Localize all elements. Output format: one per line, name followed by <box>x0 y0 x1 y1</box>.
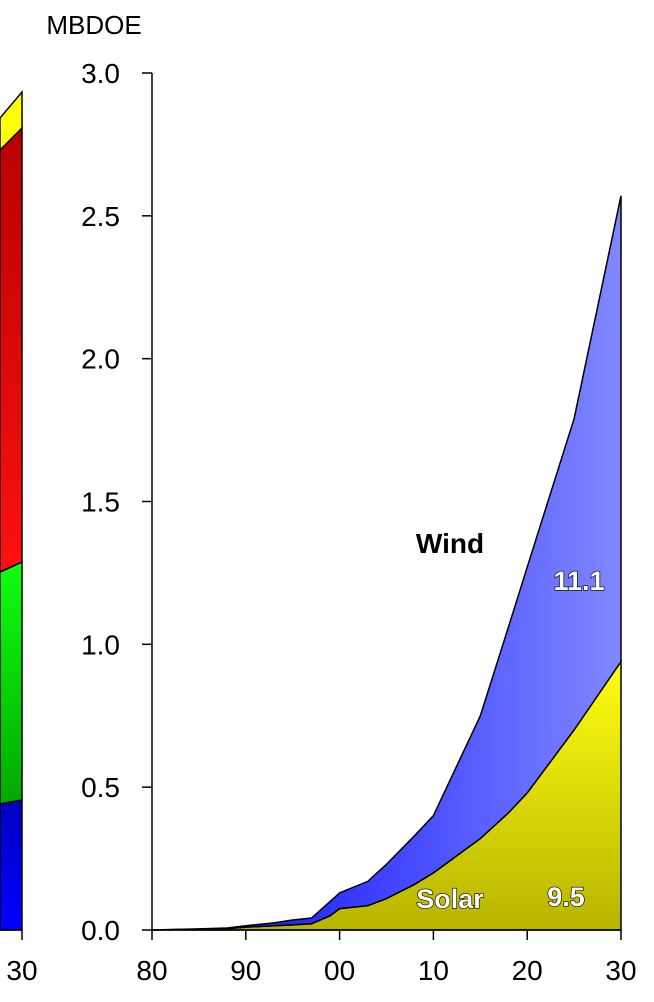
y-tick-label: 0.0 <box>81 915 120 946</box>
wind-area <box>151 195 622 931</box>
left-area-red <box>0 126 23 573</box>
x-tick-label: 10 <box>418 955 449 986</box>
solar-series-label: Solar <box>416 884 484 914</box>
x-tick-label: 20 <box>512 955 543 986</box>
left-x-tick-label: 30 <box>6 955 37 986</box>
y-tick-label: 1.0 <box>81 629 120 660</box>
x-tick-label: 80 <box>136 955 167 986</box>
chart-axes: 0.0 0.5 1.0 1.5 2.0 2.5 3.0 80 90 00 10 20 30 <box>81 58 637 986</box>
right-chart: 0.00.51.01.52.02.53.080 90 00 10 20 30 MBDOE … <box>46 10 636 986</box>
y-tick-label: 3.0 <box>81 58 120 89</box>
y-tick-label: 2.0 <box>81 344 120 375</box>
y-axis-unit: MBDOE <box>46 10 141 40</box>
wind-growth-label: 11.1 <box>553 566 604 596</box>
x-tick-label: 90 <box>230 955 261 986</box>
left-partial-chart: 30 <box>0 89 38 986</box>
y-tick-label: 0.5 <box>81 772 120 803</box>
x-tick-label: 00 <box>324 955 355 986</box>
left-area-blue <box>0 799 23 931</box>
left-area-yellow <box>0 89 23 152</box>
wind-series-label: Wind <box>416 528 484 559</box>
solar-growth-label: 9.5 <box>547 882 585 912</box>
x-tick-label: 30 <box>605 955 636 986</box>
left-area-green <box>0 560 23 805</box>
y-tick-label: 2.5 <box>81 201 120 232</box>
y-tick-label: 1.5 <box>81 487 120 518</box>
